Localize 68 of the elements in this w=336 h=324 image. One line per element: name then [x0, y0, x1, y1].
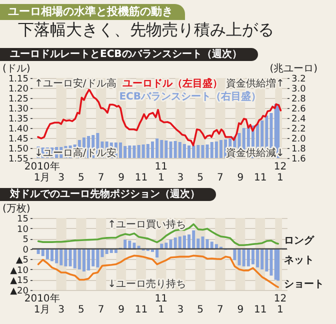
y-tick-label: 1.20: [8, 84, 29, 94]
x-tick-label: 7: [217, 172, 224, 184]
x-tick-label: 9: [237, 304, 244, 316]
x-tick-label: 7: [98, 172, 104, 184]
y-tick-label: 1.30: [8, 104, 29, 114]
x-tick-label: 5: [197, 304, 204, 316]
text: 下落幅大きく、先物売り積み上がる: [17, 20, 275, 41]
bar: [276, 248, 280, 281]
x-tick-label: 11: [134, 172, 148, 184]
series-label: ショート: [284, 279, 324, 290]
x-tick-label: 12 1: [274, 162, 287, 184]
x-tick-label: 3: [177, 304, 184, 316]
x-tick-label: 12 1: [274, 294, 287, 316]
x-tick-label: 11: [134, 304, 148, 316]
y2-axis-title: (兆ユーロ): [270, 62, 318, 74]
x-tick-label: 11: [254, 304, 267, 316]
y-tick-label: ▲5: [16, 256, 28, 266]
y-tick-label: 1.15: [8, 74, 28, 84]
annotation: ↑ユーロ買い持ち: [108, 218, 186, 230]
x-tick-label: 3: [58, 172, 64, 184]
x-tick-label: 9: [118, 172, 125, 184]
x-tick-label: 5: [197, 172, 204, 184]
y2-tick-label: 3.2: [292, 74, 306, 84]
y-tick-label: 1.25: [8, 94, 28, 104]
x-tick-label: 11 1: [154, 294, 168, 316]
y-tick-label: 1.50: [8, 144, 29, 154]
series-label: ネット: [284, 254, 314, 266]
y2-tick-label: 2.0: [292, 134, 306, 144]
y2-tick-label: 2.8: [292, 94, 306, 104]
x-tick-label: 9: [237, 172, 244, 184]
x-tick-label: 11: [254, 172, 267, 184]
x-tick-label: 5: [78, 172, 84, 184]
x-tick-label: 3: [58, 304, 64, 316]
y2-tick-label: 3.0: [292, 84, 306, 94]
x-tick-label: 9: [118, 304, 125, 316]
bar: [233, 248, 236, 260]
y-tick-label: ▲15: [10, 276, 28, 286]
series-label: ECBバランスシート（右目盛）: [119, 90, 261, 102]
x-tick-label: 3: [177, 172, 184, 184]
annotation: ↓ユーロ売り持ち: [108, 278, 186, 290]
x-tick-label: 7: [98, 304, 104, 316]
x-tick-label: 5: [78, 304, 84, 316]
series-label: ユーロドル（左目盛）: [122, 78, 222, 90]
bar: [160, 244, 164, 249]
annotation: ↑ユーロ安/ドル高: [34, 78, 116, 90]
y-axis-title: (ドル): [2, 64, 30, 74]
y2-tick-label: 2.6: [292, 104, 306, 114]
y-tick-label: 1.40: [8, 124, 29, 134]
y2-tick-label: 1.6: [292, 154, 306, 164]
chart-title: ユーロドルレートとECBのバランスシート（週次）: [0, 48, 258, 61]
y-tick-label: 0: [22, 245, 29, 256]
annotation: 資金供給増↑: [226, 78, 284, 90]
y-tick-label: 15: [17, 214, 28, 224]
y-tick-label: 1.45: [8, 134, 28, 144]
x-tick-label: 7: [217, 304, 224, 316]
y-tick-label: 1.35: [8, 114, 28, 124]
x-tick-label: 11 1: [154, 162, 168, 184]
y2-tick-label: 1.8: [292, 144, 306, 154]
y-axis-title: (万枚): [2, 202, 30, 214]
y-tick-label: ▲10: [10, 266, 29, 276]
text: ユーロ相場の水準と投機筋の動き: [0, 4, 185, 20]
chart-title: 対ドルでのユーロ先物ポジション（週次）: [0, 188, 216, 201]
y-tick-label: 10: [17, 224, 29, 235]
line-series: [37, 254, 279, 288]
y2-tick-label: 2.4: [292, 114, 306, 124]
y2-tick-label: 2.2: [292, 124, 306, 134]
series-label: ロング: [284, 234, 316, 247]
y-tick-label: 5: [22, 235, 28, 246]
